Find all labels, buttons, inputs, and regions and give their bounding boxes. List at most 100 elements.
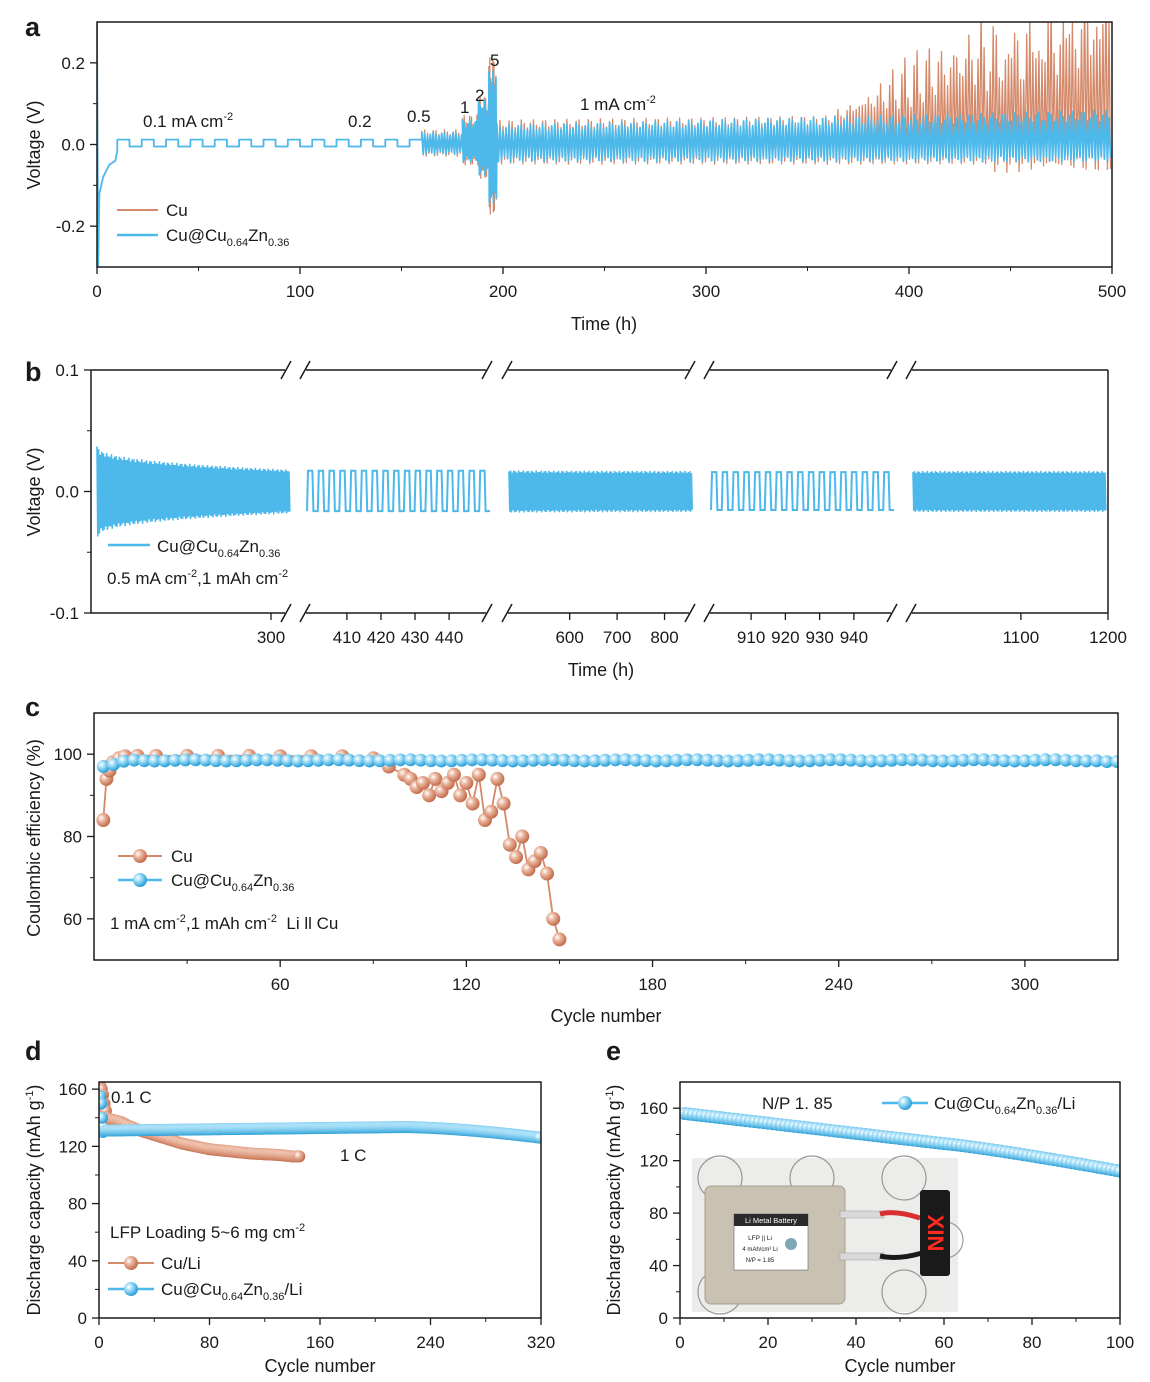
point-cuzn xyxy=(752,753,766,767)
point-cuzn xyxy=(209,754,223,768)
y-tick-label: 80 xyxy=(68,1195,87,1214)
panel-a-anno-0-2: 0.2 xyxy=(348,112,372,131)
pouch-label-line-3: N/P = 1.85 xyxy=(746,1258,775,1264)
point-cuzn xyxy=(404,753,418,767)
axis-break-mark xyxy=(886,360,898,380)
point-cuzn xyxy=(885,753,899,767)
panel-e-ylabel: Discharge capacity (mAh g-1) xyxy=(604,1085,624,1316)
seal-icon xyxy=(881,1269,927,1315)
x-tick-label: 420 xyxy=(367,628,395,647)
point-cuzn xyxy=(762,753,776,767)
point-cuzn xyxy=(926,754,940,768)
legend-cu: Cu xyxy=(166,201,188,220)
panel-c-condition: 1 mA cm-2,1 mAh cm-2 Li ll Cu xyxy=(110,913,338,933)
x-tick-label: 800 xyxy=(650,628,678,647)
point-cuzn xyxy=(533,1131,541,1144)
point-cuzn xyxy=(444,754,458,768)
point-cuzn xyxy=(506,754,520,768)
panel-d-loading: LFP Loading 5~6 mg cm-2 xyxy=(110,1222,305,1242)
axis-break-mark xyxy=(703,603,715,623)
series-cuzn-segment-5 xyxy=(912,470,1107,513)
legend-marker-cuznli xyxy=(124,1282,138,1296)
x-tick-label: 60 xyxy=(271,975,290,994)
point-cuzn xyxy=(680,753,694,767)
x-tick-label: 200 xyxy=(489,282,517,301)
point-cuzn xyxy=(895,753,909,767)
point-cuzn xyxy=(1008,754,1022,768)
legend-marker-cuznli xyxy=(898,1096,912,1110)
red-clip-icon xyxy=(879,1210,921,1221)
point-cuzn xyxy=(291,754,305,768)
tab-bottom xyxy=(839,1252,885,1261)
panel-a-plot xyxy=(97,22,1112,267)
point-cuzn xyxy=(1069,754,1083,768)
point-cuzn xyxy=(455,753,469,767)
x-tick-label: 1200 xyxy=(1089,628,1127,647)
panel-b-frame xyxy=(90,360,1109,623)
point-cuzn xyxy=(639,754,653,768)
point-cuzn xyxy=(322,753,336,767)
point-cuzn xyxy=(670,753,684,767)
panel-e-ticks: 0 20 40 60 80 100 160 120 80 40 0 xyxy=(640,1099,1135,1352)
x-tick-label: 0 xyxy=(94,1333,103,1352)
point-cuzn xyxy=(229,754,243,768)
x-tick-label: 240 xyxy=(416,1333,444,1352)
y-tick-label: 0 xyxy=(659,1309,668,1328)
point-cuzn xyxy=(803,754,817,768)
panel-b-legend: Cu@Cu0.64Zn0.36 xyxy=(108,537,280,560)
y-tick-label: 40 xyxy=(649,1257,668,1276)
point-cuzn xyxy=(424,754,438,768)
point-cuzn xyxy=(281,754,295,768)
point-cuzn xyxy=(608,753,622,767)
panel-c-legend: Cu Cu@Cu0.64Zn0.36 xyxy=(118,847,294,894)
point-cuzn xyxy=(834,753,848,767)
point-cuzn xyxy=(414,753,428,767)
x-tick-label: 300 xyxy=(257,628,285,647)
point-cu xyxy=(459,775,474,790)
point-cuzn xyxy=(475,753,489,767)
panel-c-ylabel: Coulombic efficiency (%) xyxy=(24,739,44,937)
legend-cuzn: Cu@Cu0.64Zn0.36 xyxy=(166,226,289,249)
x-tick-label: 940 xyxy=(840,628,868,647)
x-tick-label: 240 xyxy=(825,975,853,994)
panel-b-condition: 0.5 mA cm-2,1 mAh cm-2 xyxy=(107,568,288,588)
axis-break-mark xyxy=(684,360,696,380)
y-tick-label: 0.2 xyxy=(61,54,85,73)
point-cuzn xyxy=(1059,753,1073,767)
point-cuzn xyxy=(598,753,612,767)
point-cuzn xyxy=(772,753,786,767)
point-cu xyxy=(502,837,517,852)
point-cuzn xyxy=(332,753,346,767)
point-cuzn xyxy=(649,754,663,768)
led-display xyxy=(920,1190,950,1276)
y-tick-label: 80 xyxy=(649,1204,668,1223)
point-cu xyxy=(471,767,486,782)
point-cuzn xyxy=(178,753,192,767)
panel-b-ylabel: Voltage (V) xyxy=(24,447,44,536)
panel-e-plot xyxy=(680,1106,1120,1178)
panel-a-anno-1: 1 xyxy=(460,98,469,117)
point-cu xyxy=(96,813,111,828)
point-cuzn xyxy=(485,753,499,767)
panel-c-ticks: 60 120 180 240 300 100 80 60 xyxy=(54,745,1039,994)
point-cuzn xyxy=(188,753,202,767)
pouch-label-header xyxy=(734,1214,808,1226)
point-cuzn xyxy=(1113,1164,1120,1178)
series-cuzn-segment-1 xyxy=(96,446,291,537)
panel-a-anno-0-5: 0.5 xyxy=(407,107,431,126)
point-cu xyxy=(533,845,548,860)
pouch-label-title: Li Metal Battery xyxy=(745,1216,797,1225)
panel-e-letter: e xyxy=(606,1036,621,1066)
y-tick-label: -0.1 xyxy=(50,604,79,623)
point-cuzn xyxy=(854,754,868,768)
point-cuzn xyxy=(537,753,551,767)
x-tick-label: 300 xyxy=(692,282,720,301)
y-tick-label: 120 xyxy=(640,1152,668,1171)
x-tick-label: 410 xyxy=(333,628,361,647)
point-cuzn xyxy=(434,754,448,768)
x-tick-label: 910 xyxy=(737,628,765,647)
point-cu xyxy=(540,866,555,881)
point-cu xyxy=(415,775,430,790)
point-cuzn xyxy=(99,1097,108,1110)
pouch-label-line-1: LFP || Li xyxy=(748,1235,772,1242)
